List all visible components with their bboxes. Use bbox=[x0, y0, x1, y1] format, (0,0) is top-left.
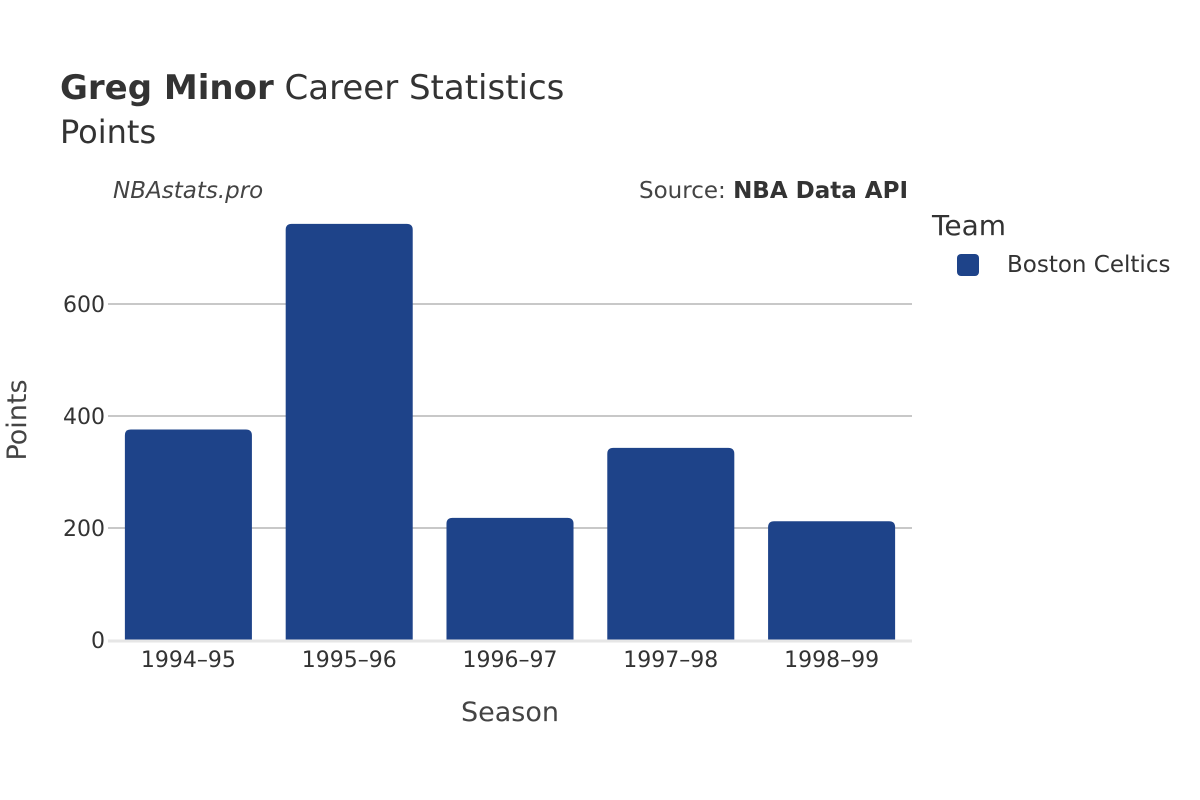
legend-item-boston-celtics[interactable]: Boston Celtics bbox=[957, 252, 1170, 278]
x-tick-label-1995–96: 1995–96 bbox=[302, 648, 397, 673]
x-tick-label-1998–99: 1998–99 bbox=[784, 648, 879, 673]
x-tick-label-1997–98: 1997–98 bbox=[623, 648, 718, 673]
source-prefix: Source: bbox=[639, 178, 726, 204]
y-tick-label-400: 400 bbox=[63, 405, 105, 430]
legend-title: Team bbox=[932, 209, 1007, 242]
bar-1997–98[interactable] bbox=[607, 447, 735, 640]
legend-label: Boston Celtics bbox=[1007, 252, 1171, 278]
y-axis-title: Points bbox=[2, 379, 33, 460]
y-tick-label-0: 0 bbox=[91, 629, 105, 654]
y-tick-label-600: 600 bbox=[63, 293, 105, 318]
legend-swatch bbox=[957, 254, 979, 276]
legend: Team Boston Celtics bbox=[932, 208, 1170, 278]
title-rest: Career Statistics bbox=[284, 68, 565, 108]
y-tick-label-200: 200 bbox=[63, 517, 105, 542]
bar-1995–96[interactable] bbox=[285, 223, 413, 641]
x-tick-label-1994–95: 1994–95 bbox=[141, 648, 236, 673]
chart-subtitle: Points bbox=[60, 113, 157, 151]
x-tick-label-1996–97: 1996–97 bbox=[463, 648, 558, 673]
source-name: NBA Data API bbox=[733, 178, 908, 204]
bar-1998–99[interactable] bbox=[768, 521, 896, 640]
x-axis-title: Season bbox=[461, 697, 559, 728]
player-name: Greg Minor bbox=[60, 68, 274, 108]
watermark: NBAstats.pro bbox=[113, 178, 264, 204]
chart-title: Greg Minor Career Statistics bbox=[60, 68, 564, 108]
bar-1994–95[interactable] bbox=[124, 429, 252, 640]
bar-1996–97[interactable] bbox=[446, 517, 574, 640]
source-credit: Source: NBA Data API bbox=[639, 178, 908, 204]
